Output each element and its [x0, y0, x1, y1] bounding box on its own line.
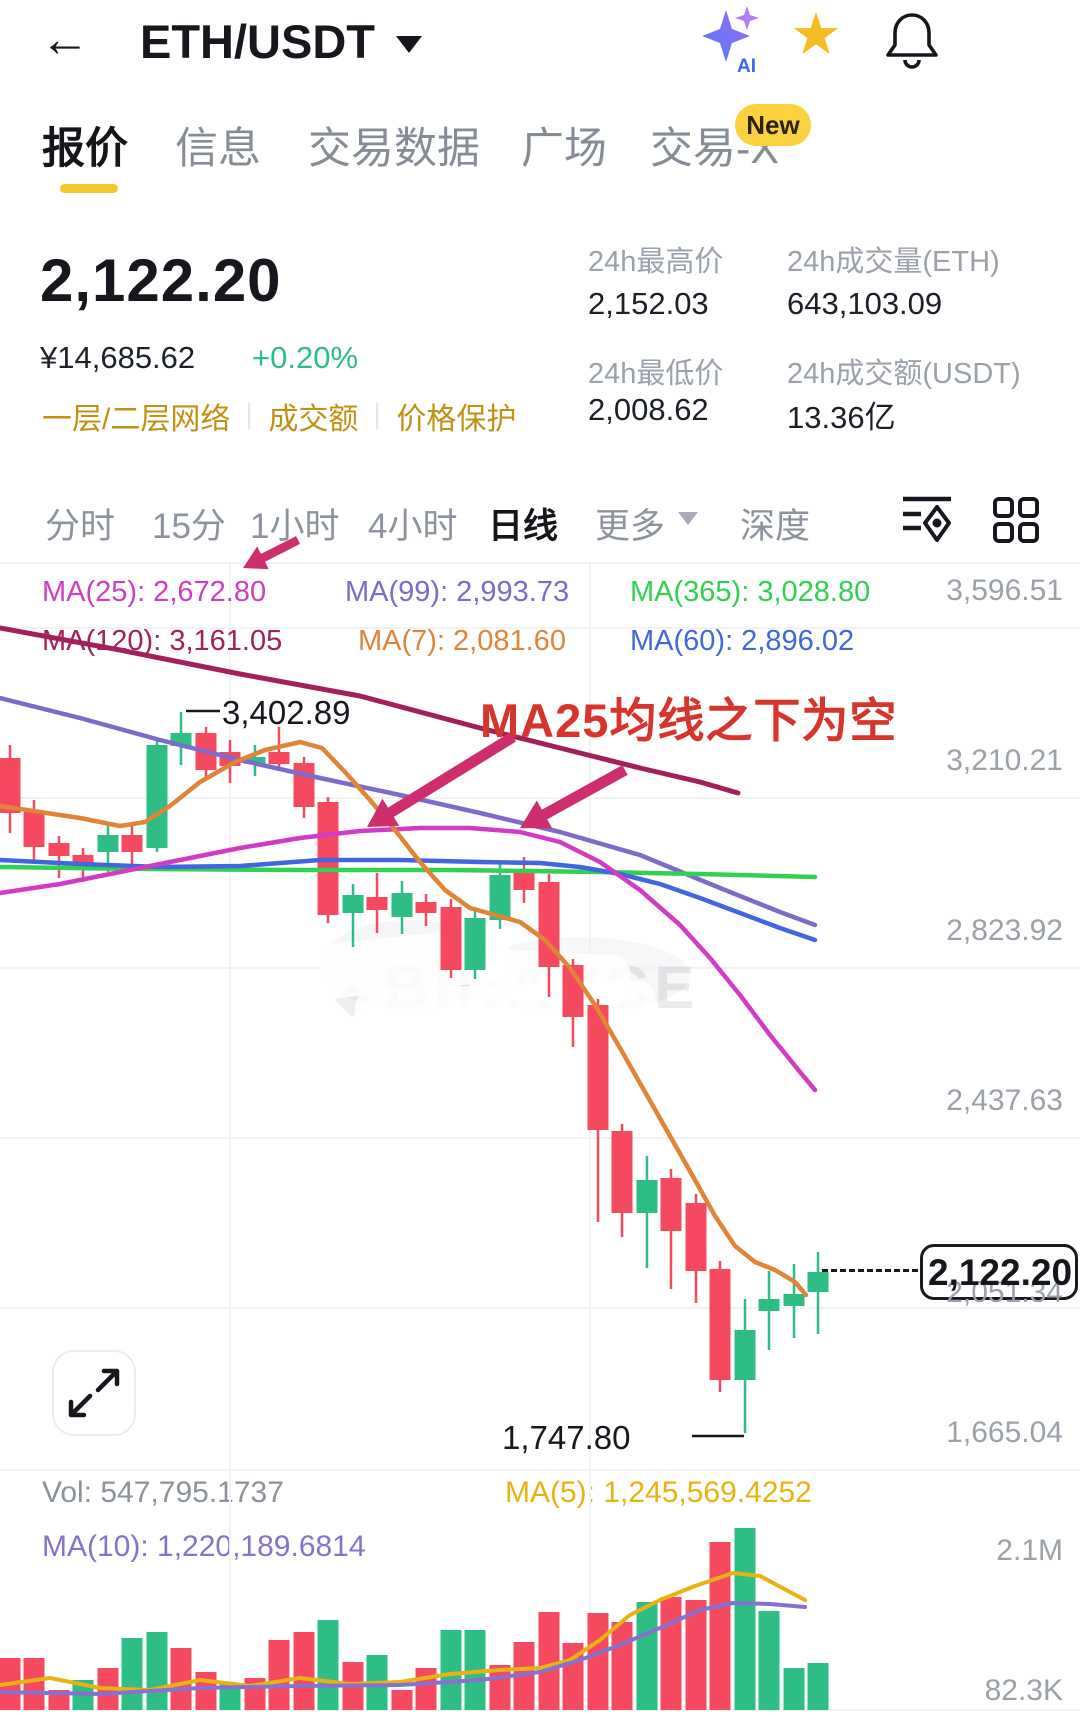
favorite-star-icon[interactable]: ★	[790, 2, 842, 67]
axis-label-2437: 2,437.63	[946, 1084, 1063, 1117]
axis-label-2051: 2,051.34	[946, 1276, 1063, 1309]
ma120-label: MA(120): 3,161.05	[42, 625, 283, 657]
back-icon[interactable]: ←	[40, 11, 90, 67]
expand-chart-button[interactable]	[52, 1350, 136, 1436]
stat-low-label: 24h最低价	[588, 358, 724, 390]
chart-layout-icon[interactable]	[992, 496, 1040, 544]
pair-chevron-down-icon[interactable]	[396, 36, 422, 53]
ma25-label: MA(25): 2,672.80	[42, 576, 267, 608]
indicator-settings-icon[interactable]	[900, 494, 954, 544]
tab-info[interactable]: 信息	[175, 125, 261, 173]
ma99-label: MA(99): 2,993.73	[345, 576, 570, 608]
ma7-label: MA(7): 2,081.60	[358, 625, 566, 657]
depth-button[interactable]: 深度	[740, 507, 811, 546]
stat-high-value: 2,152.03	[588, 286, 709, 321]
tag-divider	[376, 403, 379, 429]
last-price-box-value: 2,122.20	[928, 1252, 1073, 1293]
fiat-price: ¥14,685.62	[40, 340, 196, 375]
axis-label-2823: 2,823.92	[946, 914, 1063, 947]
pair-title[interactable]: ETH/USDT	[140, 15, 375, 68]
axis-label-3210: 3,210.21	[946, 744, 1063, 777]
vol-axis-label-min: 82.3K	[984, 1674, 1063, 1707]
timeframe-4h[interactable]: 4小时	[368, 507, 458, 546]
ai-assistant-icon[interactable]: AI	[700, 6, 764, 76]
timeframe-15m[interactable]: 15分	[152, 507, 226, 546]
tag-divider	[248, 403, 251, 429]
stat-volume-label: 24h成交量(ETH)	[787, 246, 1000, 278]
chart-annotation-note: MA25均线之下为空	[480, 694, 898, 747]
low-price-label: 1,747.80	[502, 1419, 631, 1456]
tag-volume[interactable]: 成交额	[268, 403, 359, 436]
timeframe-minute[interactable]: 分时	[45, 507, 116, 546]
timeframe-daily[interactable]: 日线	[488, 507, 559, 546]
axis-label-3596: 3,596.51	[946, 574, 1063, 607]
stat-low-value: 2,008.62	[588, 392, 709, 427]
vol-axis-label-max: 2.1M	[996, 1534, 1063, 1567]
stat-turnover-value: 13.36亿	[787, 400, 896, 435]
ma60-label: MA(60): 2,896.02	[630, 625, 855, 657]
svg-text:AI: AI	[737, 56, 756, 76]
stat-volume-value: 643,103.09	[787, 286, 943, 321]
stat-high-label: 24h最高价	[588, 246, 724, 278]
vol-ma10-label: MA(10): 1,220,189.6814	[42, 1530, 366, 1563]
last-price-dashed-line	[822, 1269, 918, 1272]
axis-label-1665: 1,665.04	[946, 1416, 1063, 1449]
price-change-percent: +0.20%	[252, 340, 359, 375]
notification-bell-icon[interactable]	[884, 8, 940, 72]
new-badge: New	[735, 104, 811, 146]
more-chevron-down-icon[interactable]	[678, 512, 698, 525]
ma365-label: MA(365): 3,028.80	[630, 576, 871, 608]
market-tags: 一层/二层网络 成交额 价格保护	[42, 394, 516, 438]
tab-trade-data[interactable]: 交易数据	[308, 125, 480, 173]
tab-quote[interactable]: 报价	[42, 125, 128, 173]
active-tab-underline	[60, 184, 118, 193]
stat-turnover-label: 24h成交额(USDT)	[787, 358, 1021, 390]
tag-layer-network[interactable]: 一层/二层网络	[42, 403, 231, 436]
last-price: 2,122.20	[40, 247, 282, 314]
tab-square[interactable]: 广场	[521, 125, 607, 173]
high-price-label: 3,402.89	[222, 694, 351, 731]
vol-ma5-label: MA(5): 1,245,569.4252	[505, 1476, 812, 1509]
tag-price-protection[interactable]: 价格保护	[396, 403, 517, 436]
last-price-box	[920, 1244, 1078, 1300]
timeframe-more[interactable]: 更多	[595, 507, 666, 546]
vol-value-label: Vol: 547,795.1737	[42, 1476, 284, 1509]
